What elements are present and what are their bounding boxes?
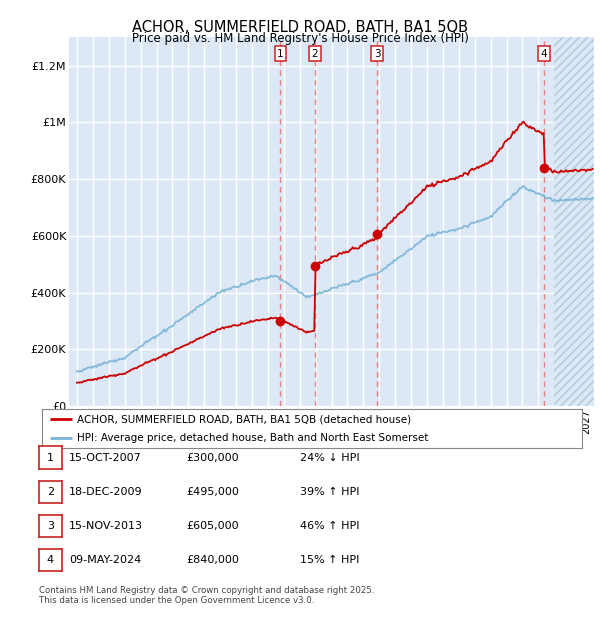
Text: 39% ↑ HPI: 39% ↑ HPI — [300, 487, 359, 497]
Text: 2: 2 — [311, 49, 318, 59]
Text: £495,000: £495,000 — [186, 487, 239, 497]
Text: 3: 3 — [374, 49, 380, 59]
Text: £300,000: £300,000 — [186, 453, 239, 463]
Text: 1: 1 — [47, 453, 54, 463]
Text: 18-DEC-2009: 18-DEC-2009 — [69, 487, 143, 497]
Bar — [554, 37, 594, 406]
Text: 09-MAY-2024: 09-MAY-2024 — [69, 555, 141, 565]
Text: ACHOR, SUMMERFIELD ROAD, BATH, BA1 5QB (detached house): ACHOR, SUMMERFIELD ROAD, BATH, BA1 5QB (… — [77, 414, 411, 424]
Text: HPI: Average price, detached house, Bath and North East Somerset: HPI: Average price, detached house, Bath… — [77, 433, 428, 443]
Text: 15-OCT-2007: 15-OCT-2007 — [69, 453, 142, 463]
Text: 15% ↑ HPI: 15% ↑ HPI — [300, 555, 359, 565]
Text: £605,000: £605,000 — [186, 521, 239, 531]
Text: 1: 1 — [277, 49, 284, 59]
Text: Price paid vs. HM Land Registry's House Price Index (HPI): Price paid vs. HM Land Registry's House … — [131, 32, 469, 45]
Text: Contains HM Land Registry data © Crown copyright and database right 2025.
This d: Contains HM Land Registry data © Crown c… — [39, 586, 374, 605]
Text: 4: 4 — [541, 49, 547, 59]
Text: 4: 4 — [47, 555, 54, 565]
Text: 2: 2 — [47, 487, 54, 497]
Text: 46% ↑ HPI: 46% ↑ HPI — [300, 521, 359, 531]
Text: ACHOR, SUMMERFIELD ROAD, BATH, BA1 5QB: ACHOR, SUMMERFIELD ROAD, BATH, BA1 5QB — [132, 20, 468, 35]
Text: 15-NOV-2013: 15-NOV-2013 — [69, 521, 143, 531]
Text: 3: 3 — [47, 521, 54, 531]
Text: 24% ↓ HPI: 24% ↓ HPI — [300, 453, 359, 463]
Text: £840,000: £840,000 — [186, 555, 239, 565]
